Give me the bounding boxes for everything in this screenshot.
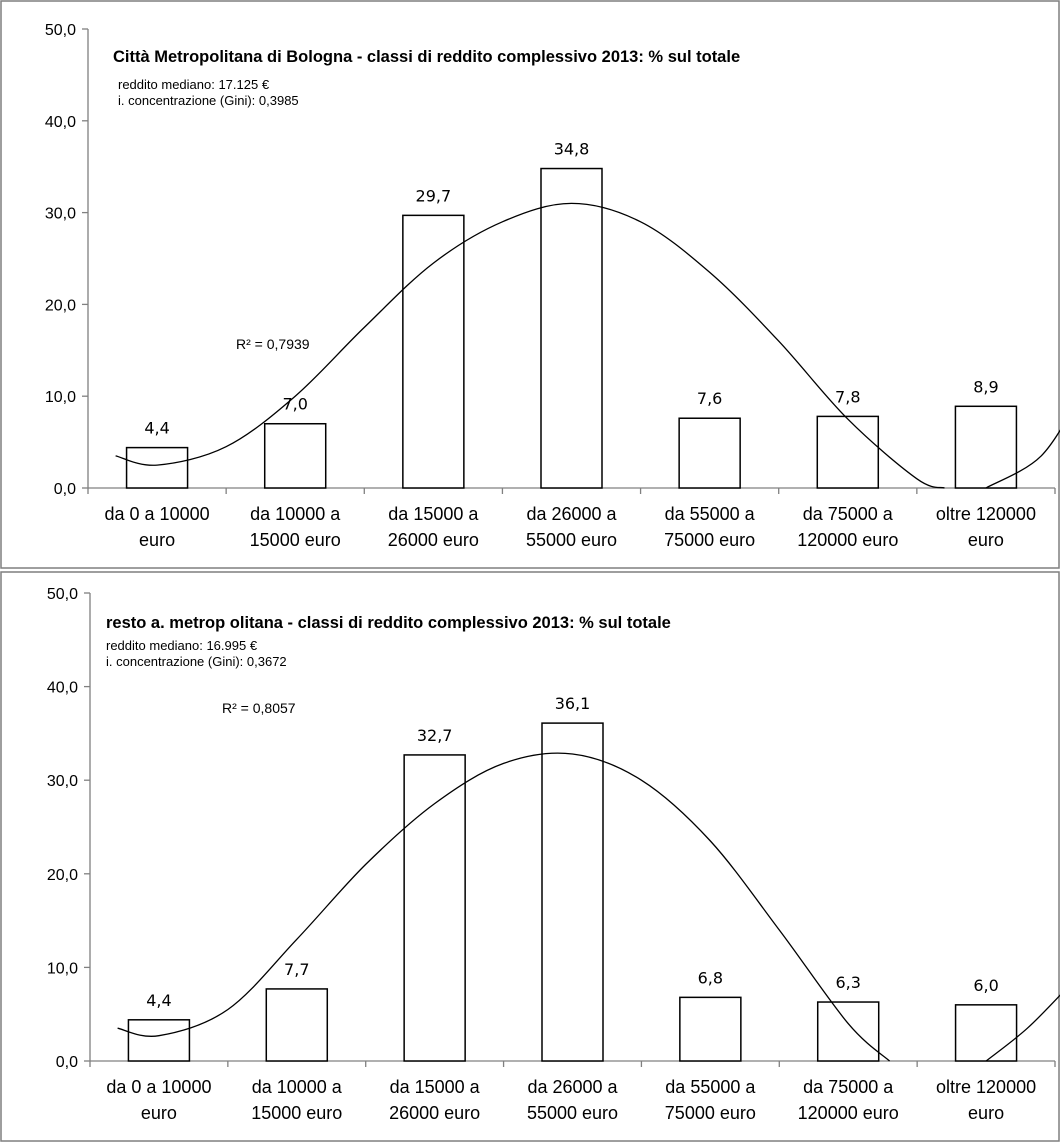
r-squared-label: R² = 0,7939 xyxy=(236,336,310,352)
x-tick-label: da 10000 a xyxy=(250,504,341,524)
x-tick-label: 15000 euro xyxy=(251,1103,342,1123)
chart-svg-top: 0,0 10,0 20,0 30,0 40,0 50,0 4,4 da 0 a 10000 eu… xyxy=(0,0,1060,569)
x-tick-label: da 55000 a xyxy=(665,1077,756,1097)
bar-value-label: 7,7 xyxy=(284,960,309,979)
bar xyxy=(817,416,878,488)
x-tick-label: euro xyxy=(141,1103,177,1123)
y-tick-label: 20,0 xyxy=(47,867,78,884)
bar xyxy=(127,448,188,488)
bar-value-label: 29,7 xyxy=(416,186,452,205)
bar xyxy=(955,406,1016,488)
x-tick-label: da 75000 a xyxy=(803,1077,894,1097)
bar xyxy=(266,989,327,1061)
bar xyxy=(404,755,465,1061)
x-tick-label: da 15000 a xyxy=(390,1077,481,1097)
y-tick-label: 10,0 xyxy=(45,389,76,406)
bar xyxy=(265,424,326,488)
r-squared-label: R² = 0,8057 xyxy=(222,700,296,716)
chart-stat-line: reddito mediano: 16.995 € xyxy=(106,638,258,653)
x-tick-label: da 26000 a xyxy=(526,504,617,524)
bar xyxy=(680,997,741,1061)
chart-title: resto a. metrop olitana - classi di redd… xyxy=(106,614,671,632)
y-tick-label: 50,0 xyxy=(47,586,78,603)
x-tick-label: euro xyxy=(139,530,175,550)
y-tick-label: 0,0 xyxy=(54,481,76,498)
x-tick-label: da 26000 a xyxy=(527,1077,618,1097)
x-tick-label: 120000 euro xyxy=(798,1103,899,1123)
x-tick-label: 55000 euro xyxy=(526,530,617,550)
x-tick-label: da 75000 a xyxy=(803,504,894,524)
x-tick-label: oltre 120000 xyxy=(936,1077,1036,1097)
y-tick-label: 0,0 xyxy=(56,1054,78,1071)
bar-value-label: 36,1 xyxy=(555,694,591,713)
y-tick-label: 50,0 xyxy=(45,22,76,39)
chart-panel-top: 0,0 10,0 20,0 30,0 40,0 50,0 4,4 da 0 a 10000 eu… xyxy=(0,0,1060,569)
y-tick-label: 30,0 xyxy=(47,773,78,790)
bar xyxy=(403,215,464,488)
bar xyxy=(542,723,603,1061)
chart-stat-line: i. concentrazione (Gini): 0,3672 xyxy=(106,654,287,669)
y-tick-label: 10,0 xyxy=(47,960,78,977)
bar-value-label: 7,8 xyxy=(835,387,860,406)
x-tick-label: 120000 euro xyxy=(797,530,898,550)
chart-svg-bottom: 0,0 10,0 20,0 30,0 40,0 50,0 4,4 da 0 a 10000 eu… xyxy=(0,571,1060,1142)
bar-value-label: 32,7 xyxy=(417,726,453,745)
bar-value-label: 6,3 xyxy=(835,973,860,992)
bar xyxy=(679,418,740,488)
chart-title: Città Metropolitana di Bologna - classi … xyxy=(113,48,740,66)
x-tick-label: 26000 euro xyxy=(389,1103,480,1123)
x-tick-label: oltre 120000 xyxy=(936,504,1036,524)
x-tick-label: da 0 a 10000 xyxy=(105,504,210,524)
x-tick-label: 55000 euro xyxy=(527,1103,618,1123)
bar xyxy=(956,1005,1017,1061)
bar-value-label: 6,8 xyxy=(698,968,723,987)
x-tick-label: 26000 euro xyxy=(388,530,479,550)
x-tick-label: euro xyxy=(968,1103,1004,1123)
x-tick-label: da 55000 a xyxy=(665,504,756,524)
bar xyxy=(818,1002,879,1061)
y-tick-label: 40,0 xyxy=(47,680,78,697)
x-tick-label: euro xyxy=(968,530,1004,550)
bar-value-label: 7,6 xyxy=(697,389,722,408)
chart-stat-line: i. concentrazione (Gini): 0,3985 xyxy=(118,93,299,108)
y-tick-label: 30,0 xyxy=(45,206,76,223)
x-tick-label: 75000 euro xyxy=(664,530,755,550)
bar-value-label: 8,9 xyxy=(973,377,998,396)
bar-value-label: 34,8 xyxy=(554,140,590,159)
bar-value-label: 4,4 xyxy=(144,419,169,438)
chart-panel-bottom: 0,0 10,0 20,0 30,0 40,0 50,0 4,4 da 0 a 10000 eu… xyxy=(0,571,1060,1142)
x-tick-label: da 0 a 10000 xyxy=(106,1077,211,1097)
trendline xyxy=(118,753,890,1061)
bar xyxy=(128,1020,189,1061)
chart-stat-line: reddito mediano: 17.125 € xyxy=(118,77,270,92)
bar-value-label: 6,0 xyxy=(973,976,998,995)
y-tick-label: 40,0 xyxy=(45,114,76,131)
x-tick-label: 75000 euro xyxy=(665,1103,756,1123)
y-tick-label: 20,0 xyxy=(45,297,76,314)
x-tick-label: da 10000 a xyxy=(252,1077,343,1097)
x-tick-label: 15000 euro xyxy=(250,530,341,550)
bar-value-label: 4,4 xyxy=(146,991,171,1010)
bar xyxy=(541,169,602,488)
x-tick-label: da 15000 a xyxy=(388,504,479,524)
